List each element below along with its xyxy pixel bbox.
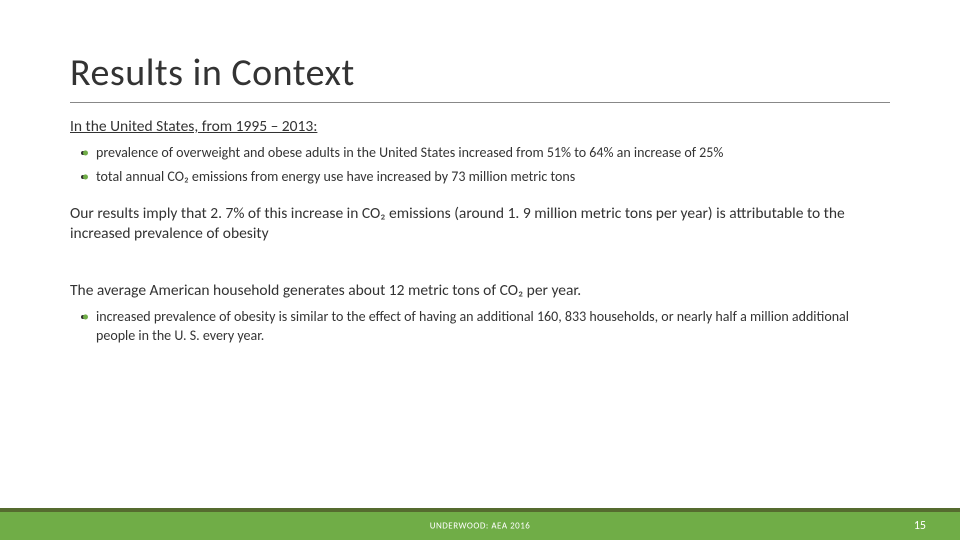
footer-trim [0,508,960,512]
paragraph-results: Our results imply that 2. 7% of this inc… [70,204,890,244]
slide-body: Results in Context In the United States,… [0,0,960,346]
section1-lead: In the United States, from 1995 – 2013: [70,117,890,137]
bullet-item: prevalence of overweight and obese adult… [96,143,890,163]
section1-bullets: prevalence of overweight and obese adult… [70,137,890,186]
slide-title: Results in Context [70,50,890,103]
section2-bullets: increased prevalence of obesity is simil… [70,301,890,346]
footer-bar: UNDERWOOD: AEA 2016 15 [0,512,960,540]
footer-caption: UNDERWOOD: AEA 2016 [430,521,531,532]
bullet-item: increased prevalence of obesity is simil… [96,307,890,346]
page-number: 15 [914,519,926,533]
bullet-item: total annual CO₂ emissions from energy u… [96,167,890,187]
section2-lead: The average American household generates… [70,281,890,301]
